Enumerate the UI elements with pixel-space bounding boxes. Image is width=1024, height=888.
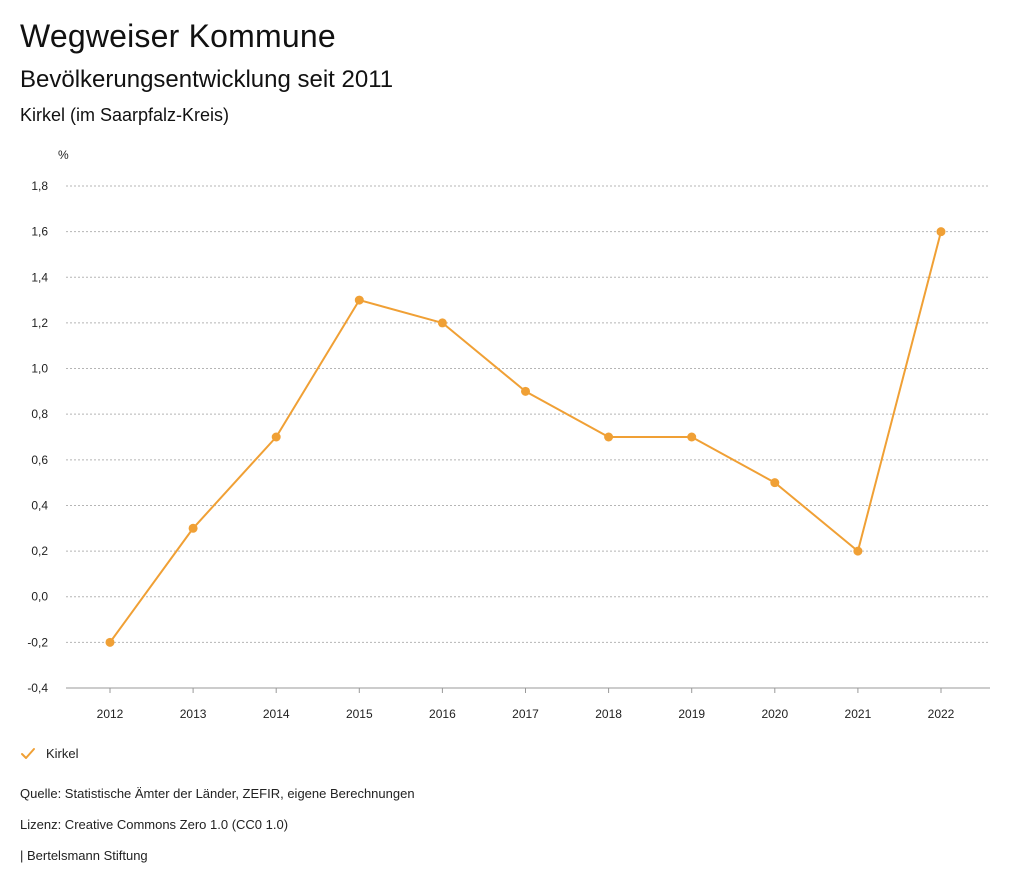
y-tick-label: 0,6 [31, 453, 48, 467]
grid-lines [66, 185, 990, 689]
check-icon [21, 747, 35, 759]
license-note: Lizenz: Creative Commons Zero 1.0 (CC0 1… [20, 817, 289, 832]
region-label: Kirkel (im Saarpfalz-Kreis) [20, 105, 230, 125]
data-point[interactable] [604, 432, 614, 442]
source-note: Quelle: Statistische Ämter der Länder, Z… [20, 786, 415, 801]
y-tick-label: -0,4 [27, 681, 48, 695]
x-tick-label: 2019 [678, 707, 705, 721]
legend-label-kirkel: Kirkel [46, 746, 79, 761]
data-point[interactable] [687, 432, 697, 442]
y-tick-label: 1,4 [31, 270, 48, 284]
x-tick-label: 2014 [263, 707, 290, 721]
y-axis-unit-label: % [58, 148, 69, 162]
data-point[interactable] [188, 523, 198, 533]
y-tick-label: 1,6 [31, 225, 48, 239]
x-tick-label: 2018 [595, 707, 622, 721]
data-point[interactable] [354, 295, 364, 305]
data-point[interactable] [105, 637, 115, 647]
legend[interactable]: Kirkel [20, 746, 79, 761]
x-tick-label: 2013 [180, 707, 207, 721]
data-point[interactable] [770, 478, 780, 488]
data-point[interactable] [521, 386, 530, 396]
data-point[interactable] [936, 227, 946, 237]
data-point[interactable] [271, 432, 281, 442]
x-tick-label: 2015 [346, 707, 373, 721]
y-tick-label: 1,0 [31, 362, 48, 376]
y-tick-label: 0,2 [31, 544, 48, 558]
publisher-note: | Bertelsmann Stiftung [20, 848, 148, 863]
y-tick-label: -0,2 [27, 635, 48, 649]
y-axis-ticks: -0,4 -0,2 0,0 0,2 0,4 0,6 0,8 1,0 1,2 1,4 1,6 1,8 [27, 179, 48, 695]
x-tick-label: 2016 [429, 707, 456, 721]
y-tick-label: 1,8 [31, 179, 48, 193]
y-tick-label: 0,8 [31, 407, 48, 421]
chart-subtitle: Bevölkerungsentwicklung seit 2011 [20, 66, 394, 93]
data-point[interactable] [437, 318, 447, 328]
data-point[interactable] [853, 546, 863, 556]
y-tick-label: 0,0 [31, 590, 48, 604]
series-kirkel [105, 227, 946, 647]
x-tick-label: 2020 [761, 707, 788, 721]
y-tick-label: 1,2 [31, 316, 48, 330]
page-title: Wegweiser Kommune [20, 18, 336, 54]
series-line [109, 231, 942, 643]
x-tick-label: 2022 [928, 707, 955, 721]
x-tick-label: 2021 [845, 707, 872, 721]
x-tick-label: 2017 [512, 707, 539, 721]
y-tick-label: 0,4 [31, 498, 48, 512]
x-axis-ticks: 2012 2013 2014 2015 2016 2017 2018 2019 2020 2021… [66, 687, 990, 721]
x-tick-label: 2012 [97, 707, 124, 721]
